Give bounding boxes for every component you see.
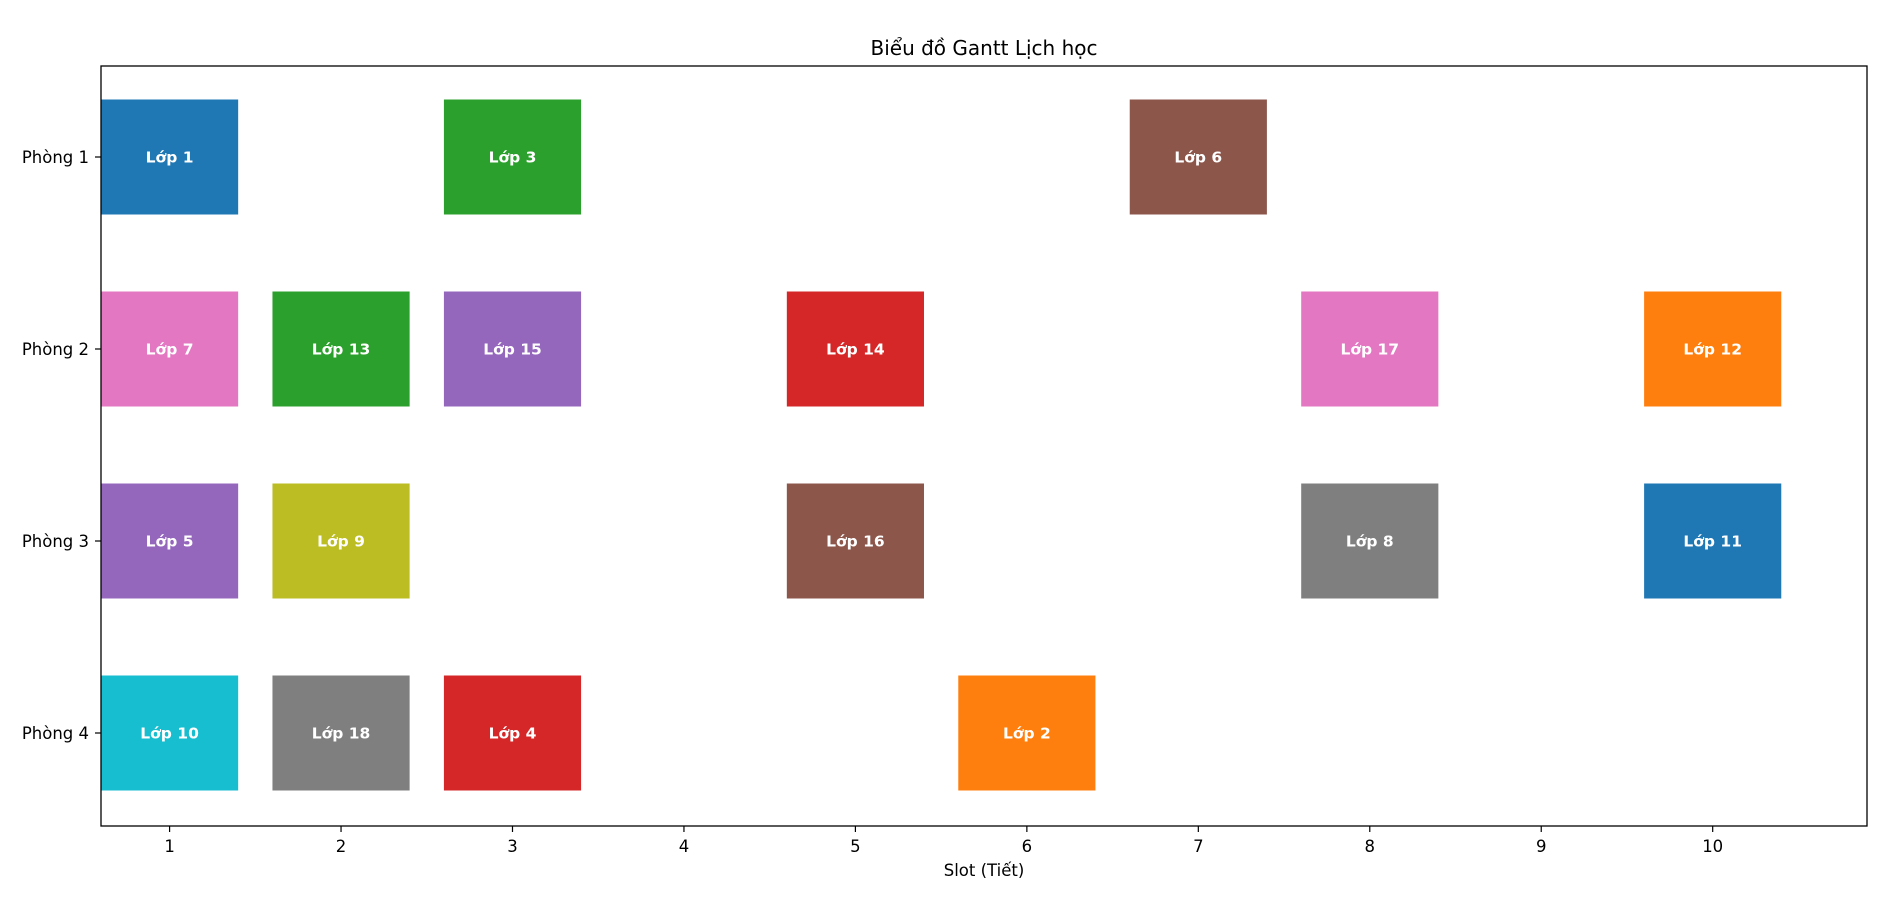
gantt-bar	[443, 291, 582, 407]
gantt-bar	[272, 291, 410, 407]
x-axis: 1 2 3 4 5 6 7 8 9 10	[164, 826, 1723, 856]
y-tick-label: Phòng 2	[22, 340, 89, 359]
x-tick-label: 6	[1022, 837, 1033, 856]
bar-label: Lớp 7	[146, 341, 194, 359]
y-axis: Phòng 1 Phòng 2 Phòng 3 Phòng 4	[22, 148, 101, 743]
bar-label: Lớp 11	[1683, 533, 1742, 551]
bar-label: Lớp 5	[146, 533, 194, 551]
bar-label: Lớp 17	[1340, 341, 1399, 359]
plot-frame	[100, 65, 1868, 827]
x-tick-label: 2	[336, 837, 347, 856]
y-tick-label: Phòng 4	[22, 724, 89, 743]
bar-label: Lớp 15	[483, 341, 542, 359]
x-tick-label: 3	[507, 837, 518, 856]
bar-label: Lớp 18	[312, 725, 371, 743]
gantt-bar	[443, 99, 582, 215]
gantt-bar	[101, 99, 239, 215]
gantt-bar	[786, 291, 924, 407]
bar-label: Lớp 1	[146, 149, 194, 167]
gantt-bar	[1644, 483, 1782, 599]
bar-label: Lớp 14	[826, 341, 885, 359]
bars-layer: Lớp 1 Lớp 3 Lớp 6 Lớp 7 Lớp 13 Lớp 15 Lớp 14 Lớ…	[101, 99, 1782, 791]
x-tick-label: 7	[1193, 837, 1204, 856]
x-tick-label: 8	[1365, 837, 1376, 856]
bar-label: Lớp 3	[489, 149, 537, 167]
bar-label: Lớp 2	[1003, 725, 1051, 743]
gantt-bar	[1301, 483, 1439, 599]
gantt-bar	[958, 675, 1096, 791]
bar-label: Lớp 8	[1346, 533, 1394, 551]
bar-label: Lớp 9	[317, 533, 365, 551]
bar-label: Lớp 12	[1683, 341, 1742, 359]
bar-label: Lớp 16	[826, 533, 885, 551]
gantt-bar	[443, 675, 582, 791]
bar-label: Lớp 6	[1174, 149, 1222, 167]
gantt-bar	[1644, 291, 1782, 407]
gantt-bar	[101, 675, 239, 791]
gantt-bar	[272, 483, 410, 599]
bar-label: Lớp 13	[312, 341, 371, 359]
bar-label: Lớp 10	[140, 725, 199, 743]
chart-title: Biểu đồ Gantt Lịch học	[870, 36, 1097, 60]
bar-label: Lớp 4	[489, 725, 537, 743]
gantt-bar	[1301, 291, 1439, 407]
gantt-bar	[101, 483, 239, 599]
gantt-bar	[786, 483, 924, 599]
x-tick-label: 10	[1702, 837, 1723, 856]
y-tick-label: Phòng 1	[22, 148, 89, 167]
x-tick-label: 9	[1536, 837, 1547, 856]
x-axis-label: Slot (Tiết)	[944, 861, 1025, 880]
x-tick-label: 4	[679, 837, 690, 856]
y-tick-label: Phòng 3	[22, 532, 89, 551]
gantt-bar	[101, 291, 239, 407]
gantt-bar	[1129, 99, 1267, 215]
x-tick-label: 1	[164, 837, 175, 856]
gantt-bar	[272, 675, 410, 791]
x-tick-label: 5	[850, 837, 861, 856]
